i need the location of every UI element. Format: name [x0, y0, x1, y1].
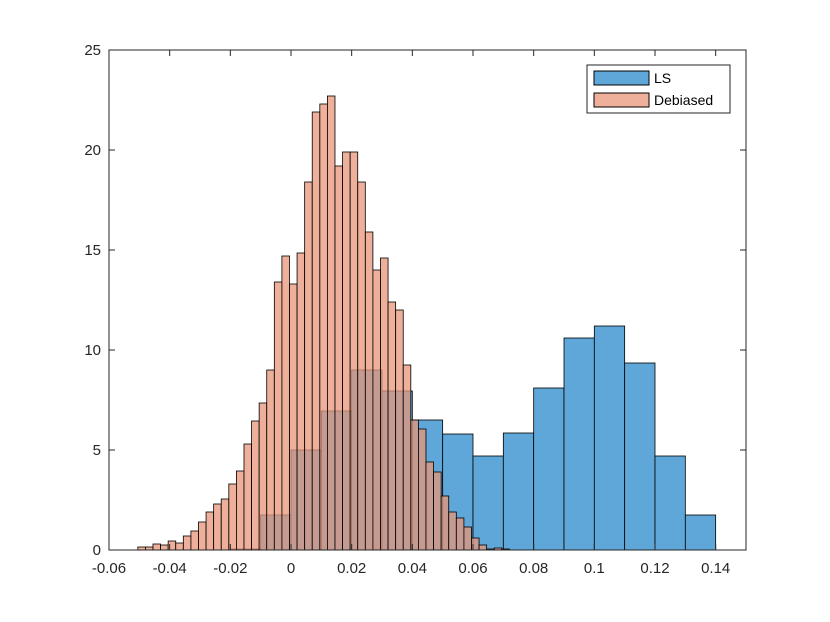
x-tick-label: 0.14 — [701, 560, 730, 577]
x-tick-label: -0.02 — [213, 560, 247, 577]
x-tick-label: 0.06 — [458, 560, 487, 577]
x-tick-label: 0.02 — [337, 560, 366, 577]
debiased-bar — [448, 511, 457, 551]
debiased-bar — [364, 231, 374, 551]
debiased-bar — [455, 517, 465, 551]
debiased-bar — [334, 165, 343, 551]
debiased-bar — [175, 542, 184, 551]
x-tick-label: 0.12 — [640, 560, 669, 577]
legend-label-debiased: Debiased — [654, 92, 713, 108]
debiased-bar — [319, 103, 328, 551]
x-tick-label: 0 — [287, 560, 295, 577]
ls-bar — [684, 514, 717, 551]
debiased-bar — [349, 151, 359, 551]
legend-swatch-ls — [593, 70, 650, 86]
debiased-bar — [258, 402, 268, 551]
y-axis: 0 5 10 15 20 25 — [84, 42, 746, 559]
debiased-bar — [357, 181, 366, 551]
debiased-bar — [380, 257, 389, 551]
debiased-bar — [425, 461, 434, 551]
x-tick-label: 0.1 — [584, 560, 605, 577]
debiased-bar — [342, 151, 351, 551]
debiased-bar — [326, 95, 336, 551]
debiased-bar — [198, 521, 207, 551]
y-tick-label: 10 — [84, 342, 101, 359]
ls-bar — [533, 387, 565, 551]
legend-label-ls: LS — [654, 70, 671, 86]
ls-bar — [563, 337, 595, 551]
debiased-bar — [273, 281, 283, 551]
debiased-bar — [417, 428, 427, 551]
debiased-bar — [433, 471, 442, 551]
debiased-bar — [182, 535, 192, 551]
y-tick-label: 5 — [93, 442, 101, 459]
legend: LS Debiased — [586, 64, 731, 114]
debiased-bar — [402, 364, 412, 551]
x-tick-label: -0.06 — [92, 560, 126, 577]
y-tick-label: 25 — [84, 42, 101, 59]
x-tick-label: -0.04 — [153, 560, 187, 577]
y-tick-label: 0 — [93, 542, 101, 559]
debiased-bar — [205, 511, 215, 551]
debiased-bar — [228, 483, 237, 551]
ls-bar — [654, 455, 686, 551]
debiased-bar — [235, 470, 245, 551]
y-tick-label: 20 — [84, 142, 101, 159]
debiased-bar — [372, 269, 381, 551]
ls-bar — [502, 432, 535, 551]
debiased-bar — [281, 255, 290, 551]
debiased-bar — [387, 301, 397, 551]
debiased-bar — [410, 419, 419, 551]
ls-bar — [593, 325, 626, 551]
y-tick-label: 15 — [84, 242, 101, 259]
debiased-bar — [395, 309, 404, 551]
debiased-bar — [251, 420, 260, 551]
debiased-bar — [440, 495, 450, 551]
debiased-bar — [152, 543, 161, 551]
debiased-bar — [478, 544, 488, 551]
x-tick-label: 0.04 — [398, 560, 427, 577]
debiased-bar — [220, 498, 230, 551]
ls-bar — [624, 362, 656, 551]
axes-box — [108, 49, 747, 551]
x-axis: -0.06 -0.04 -0.02 0 0.02 0.04 0.06 0.08 0.1 0.12 0… — [92, 50, 730, 577]
debiased-bar — [213, 503, 222, 551]
debiased-bar — [296, 252, 306, 551]
debiased-bar — [289, 283, 298, 551]
debiased-bar — [190, 530, 199, 551]
debiased-bar — [311, 111, 321, 551]
debiased-bar — [304, 181, 313, 551]
debiased-bar — [266, 369, 275, 551]
x-tick-label: 0.08 — [519, 560, 548, 577]
debiased-bar — [160, 544, 169, 551]
ls-bar — [472, 455, 504, 551]
legend-swatch-debiased — [593, 92, 650, 108]
debiased-bar — [243, 443, 252, 551]
debiased-bar — [463, 526, 472, 551]
